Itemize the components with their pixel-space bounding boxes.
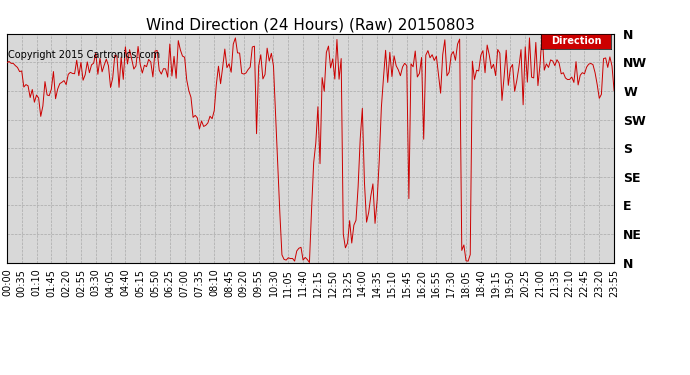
Title: Wind Direction (24 Hours) (Raw) 20150803: Wind Direction (24 Hours) (Raw) 20150803 xyxy=(146,18,475,33)
Text: Copyright 2015 Cartronics.com: Copyright 2015 Cartronics.com xyxy=(8,50,160,60)
